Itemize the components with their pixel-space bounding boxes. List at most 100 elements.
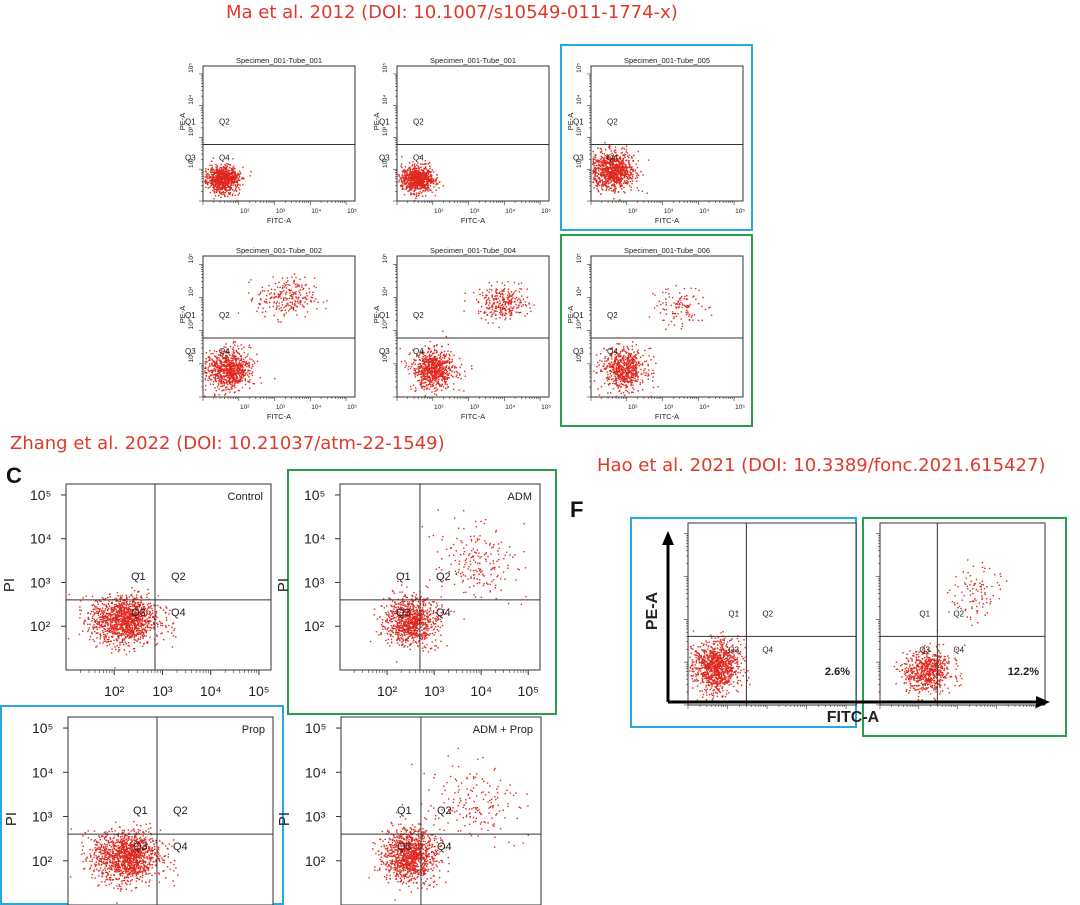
x-tick-label: 10⁴: [505, 208, 515, 215]
data-point: [595, 179, 597, 181]
data-point: [244, 364, 246, 367]
data-point: [442, 386, 445, 388]
data-point: [419, 178, 422, 180]
data-point: [511, 309, 514, 312]
data-point: [416, 178, 418, 180]
data-point: [235, 358, 238, 361]
data-point: [621, 177, 624, 179]
data-point: [433, 345, 435, 347]
data-point: [205, 186, 207, 189]
data-point: [605, 164, 607, 166]
data-point: [224, 372, 226, 375]
y-tick-label: 10³: [576, 126, 583, 136]
data-point: [627, 155, 629, 157]
data-point: [224, 170, 226, 172]
data-point: [486, 289, 488, 291]
data-point: [410, 180, 413, 183]
data-point: [436, 358, 438, 360]
data-point: [623, 153, 625, 156]
data-point: [502, 312, 504, 315]
data-point: [607, 168, 609, 170]
data-point: [598, 159, 600, 162]
scatter-dots: [204, 273, 328, 397]
data-point: [429, 162, 431, 164]
data-point: [225, 184, 227, 186]
data-point: [435, 376, 438, 379]
data-point: [417, 182, 420, 185]
data-point: [248, 361, 250, 363]
data-point: [617, 155, 619, 157]
data-point: [295, 291, 297, 293]
data-point: [490, 316, 493, 318]
data-point: [615, 177, 617, 179]
data-point: [398, 181, 400, 183]
data-point: [631, 157, 633, 159]
data-point: [213, 176, 215, 178]
quadrant-label-q4: Q4: [219, 154, 230, 163]
data-point: [251, 300, 253, 302]
data-point: [417, 183, 419, 185]
data-point: [410, 193, 412, 196]
data-point: [404, 180, 406, 182]
data-point: [410, 193, 413, 195]
data-point: [488, 282, 491, 284]
data-point: [598, 160, 600, 162]
data-point: [213, 170, 215, 173]
data-point: [208, 181, 210, 184]
data-point: [406, 172, 408, 174]
data-point: [218, 170, 221, 172]
data-point: [612, 165, 614, 167]
y-tick-label: 10⁴: [188, 286, 195, 296]
data-point: [423, 174, 425, 176]
data-point: [424, 364, 426, 367]
data-point: [426, 180, 428, 183]
data-point: [214, 377, 216, 379]
data-point: [599, 147, 602, 150]
data-point: [413, 167, 415, 169]
data-point: [237, 178, 240, 180]
data-point: [592, 159, 595, 161]
data-point: [404, 179, 406, 181]
data-point: [519, 300, 522, 302]
data-point: [452, 388, 455, 391]
data-point: [317, 301, 319, 304]
y-axis-label: PE-A: [178, 306, 187, 324]
data-point: [206, 183, 209, 185]
data-point: [600, 193, 602, 195]
data-point: [414, 167, 416, 169]
data-point: [613, 186, 616, 188]
data-point: [414, 166, 416, 168]
data-point: [423, 369, 426, 372]
data-point: [611, 152, 613, 155]
data-point: [415, 181, 417, 183]
y-axis-label: PE-A: [372, 113, 381, 131]
data-point: [264, 315, 266, 318]
data-point: [608, 156, 610, 158]
data-point: [592, 171, 595, 174]
data-point: [402, 174, 404, 176]
data-point: [221, 385, 224, 387]
data-point: [601, 184, 603, 186]
data-point: [604, 155, 607, 157]
data-point: [214, 394, 216, 397]
data-point: [236, 351, 238, 354]
data-point: [217, 176, 219, 179]
data-point: [204, 180, 207, 182]
data-point: [437, 363, 439, 366]
y-axis-label: PE-A: [178, 113, 187, 131]
data-point: [222, 174, 224, 176]
data-point: [209, 176, 211, 178]
quadrant-label-q4: Q4: [607, 154, 618, 163]
data-point: [426, 174, 428, 176]
data-point: [218, 188, 220, 190]
data-point: [415, 387, 417, 389]
data-point: [261, 290, 264, 292]
data-point: [448, 353, 450, 355]
data-point: [231, 172, 233, 174]
data-point: [451, 366, 453, 369]
data-point: [433, 352, 435, 354]
data-point: [223, 364, 225, 366]
data-point: [417, 178, 419, 181]
data-point: [293, 282, 295, 284]
data-point: [233, 340, 235, 343]
